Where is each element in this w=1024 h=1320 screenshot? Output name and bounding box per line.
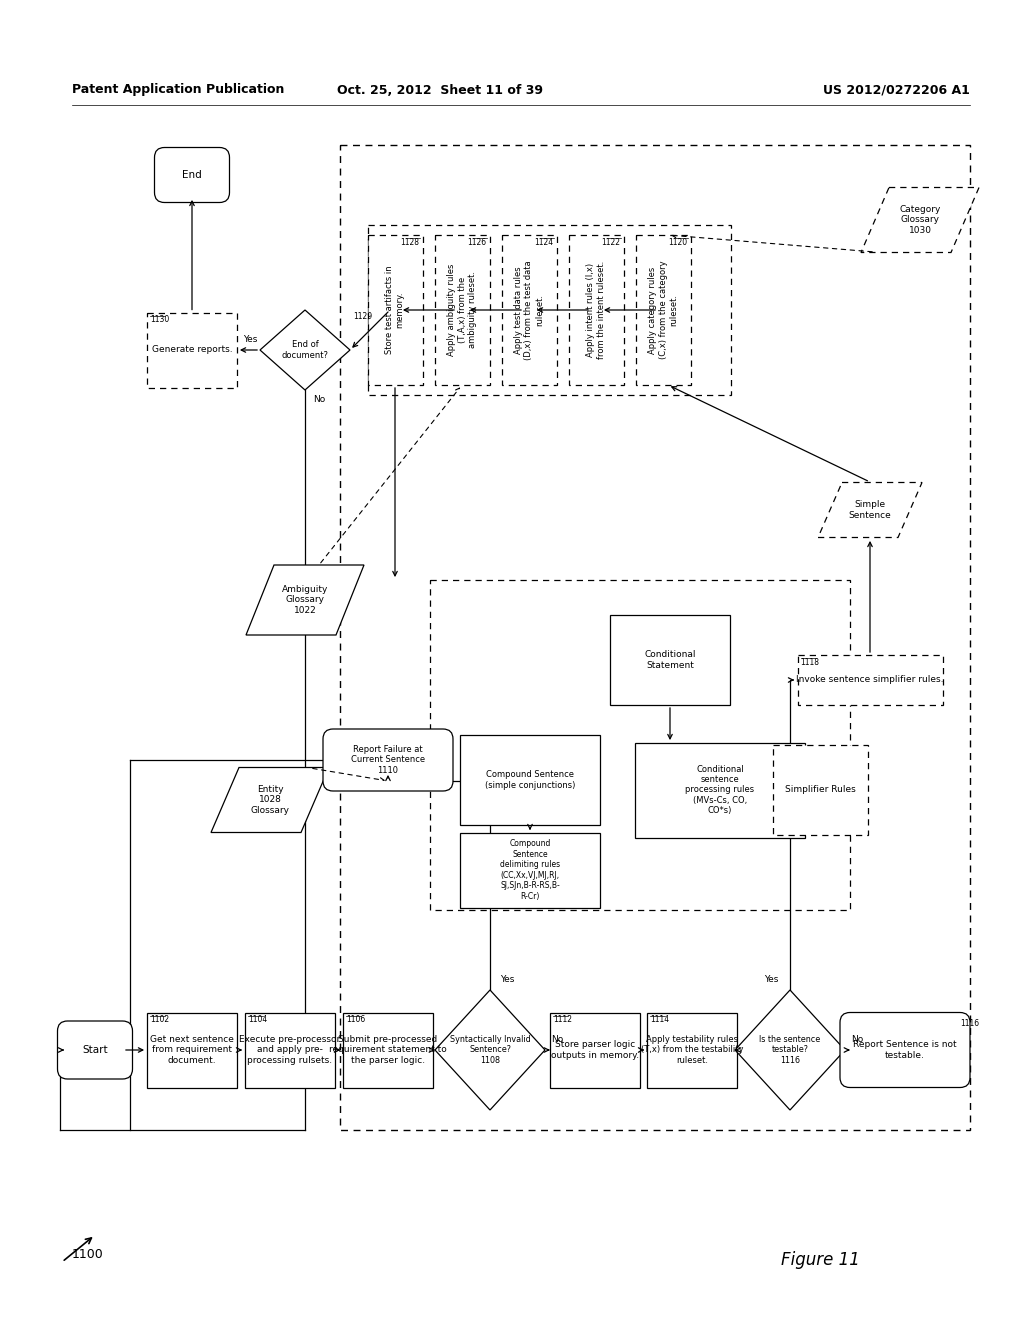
- Text: 1104: 1104: [248, 1015, 267, 1024]
- Text: Entity
1028
Glossary: Entity 1028 Glossary: [251, 785, 290, 814]
- Polygon shape: [211, 767, 329, 833]
- Text: Compound
Sentence
delimiting rules
(CC,Xx,VJ,MJ,RJ,
SJ,SJn,B-R-RS,B-
R-Cr): Compound Sentence delimiting rules (CC,X…: [500, 840, 560, 900]
- Bar: [610, 615, 730, 705]
- Bar: [343, 1012, 433, 1088]
- Text: Simplifier Rules: Simplifier Rules: [784, 785, 855, 795]
- Polygon shape: [735, 990, 845, 1110]
- Text: Invoke sentence simplifier rules.: Invoke sentence simplifier rules.: [797, 676, 944, 685]
- Text: Execute pre-processor
and apply pre-
processing rulsets.: Execute pre-processor and apply pre- pro…: [240, 1035, 341, 1065]
- Text: Conditional
Statement: Conditional Statement: [644, 651, 695, 669]
- Text: Start: Start: [82, 1045, 108, 1055]
- Text: Store test artifacts in
memory.: Store test artifacts in memory.: [385, 265, 404, 354]
- Text: Yes: Yes: [764, 975, 778, 985]
- Bar: [460, 735, 600, 825]
- FancyBboxPatch shape: [323, 729, 453, 791]
- Bar: [550, 1012, 640, 1088]
- Bar: [636, 235, 690, 385]
- Text: Is the sentence
testable?
1116: Is the sentence testable? 1116: [760, 1035, 820, 1065]
- Text: Apply testability rules
(T,x) from the testability
ruleset.: Apply testability rules (T,x) from the t…: [641, 1035, 743, 1065]
- Bar: [798, 655, 942, 705]
- Text: 1102: 1102: [150, 1015, 169, 1024]
- Bar: [245, 1012, 335, 1088]
- Polygon shape: [435, 990, 545, 1110]
- Bar: [460, 833, 600, 908]
- Bar: [147, 1012, 237, 1088]
- Text: Submit pre-processed
requirement statement to
the parser logic.: Submit pre-processed requirement stateme…: [329, 1035, 446, 1065]
- Text: 1114: 1114: [650, 1015, 669, 1024]
- Text: Compound Sentence
(simple conjunctions): Compound Sentence (simple conjunctions): [484, 771, 575, 789]
- Text: No: No: [851, 1035, 863, 1044]
- Text: Apply ambiguity rules
(T,A,x) from the
ambiguity ruleset.: Apply ambiguity rules (T,A,x) from the a…: [447, 264, 477, 356]
- Text: Category
Glossary
1030: Category Glossary 1030: [899, 205, 941, 235]
- Text: 1100: 1100: [72, 1249, 103, 1262]
- Text: 1130: 1130: [150, 315, 169, 325]
- Text: 1122: 1122: [601, 238, 621, 247]
- Bar: [430, 579, 850, 909]
- Text: 1120: 1120: [669, 238, 687, 247]
- Polygon shape: [861, 187, 979, 252]
- Text: 1129: 1129: [353, 312, 372, 321]
- Bar: [772, 744, 867, 836]
- Bar: [340, 145, 970, 1130]
- Text: Get next sentence
from requirement
document.: Get next sentence from requirement docum…: [151, 1035, 233, 1065]
- Text: Patent Application Publication: Patent Application Publication: [72, 83, 285, 96]
- Text: Simple
Sentence: Simple Sentence: [849, 500, 891, 520]
- Text: Oct. 25, 2012  Sheet 11 of 39: Oct. 25, 2012 Sheet 11 of 39: [337, 83, 543, 96]
- Bar: [434, 235, 489, 385]
- Text: 1116: 1116: [961, 1019, 979, 1027]
- FancyBboxPatch shape: [840, 1012, 970, 1088]
- Text: Yes: Yes: [500, 975, 514, 985]
- Bar: [368, 235, 423, 385]
- Polygon shape: [246, 565, 364, 635]
- Text: No: No: [313, 396, 326, 404]
- Text: 1106: 1106: [346, 1015, 366, 1024]
- Text: Apply category rules
(C,x) from the category
ruleset.: Apply category rules (C,x) from the cate…: [648, 260, 678, 359]
- Text: Report Sentence is not
testable.: Report Sentence is not testable.: [853, 1040, 956, 1060]
- Text: 1126: 1126: [467, 238, 486, 247]
- Text: Store parser logic
outputs in memory.: Store parser logic outputs in memory.: [551, 1040, 639, 1060]
- Bar: [368, 224, 730, 395]
- Text: Conditional
sentence
processing rules
(MVs-Cs, CO,
CO*s): Conditional sentence processing rules (M…: [685, 764, 755, 816]
- Text: 1124: 1124: [535, 238, 554, 247]
- FancyBboxPatch shape: [155, 148, 229, 202]
- Text: Generate reports.: Generate reports.: [152, 346, 232, 355]
- Text: Yes: Yes: [243, 335, 257, 345]
- Text: End of
document?: End of document?: [282, 341, 329, 360]
- Text: Apply intent rules (I,x)
from the intent ruleset.: Apply intent rules (I,x) from the intent…: [587, 261, 606, 359]
- Text: Ambiguity
Glossary
1022: Ambiguity Glossary 1022: [282, 585, 328, 615]
- Polygon shape: [818, 483, 922, 537]
- Text: 1118: 1118: [801, 657, 819, 667]
- Bar: [635, 742, 805, 837]
- Bar: [147, 313, 237, 388]
- Text: Report Failure at
Current Sentence
1110: Report Failure at Current Sentence 1110: [351, 744, 425, 775]
- Text: 1128: 1128: [400, 238, 420, 247]
- Text: US 2012/0272206 A1: US 2012/0272206 A1: [823, 83, 970, 96]
- Text: Syntactically Invalid
Sentence?
1108: Syntactically Invalid Sentence? 1108: [450, 1035, 530, 1065]
- Bar: [502, 235, 556, 385]
- Polygon shape: [260, 310, 350, 389]
- Bar: [647, 1012, 737, 1088]
- Text: Figure 11: Figure 11: [780, 1251, 859, 1269]
- Text: No: No: [551, 1035, 563, 1044]
- Bar: [568, 235, 624, 385]
- Text: End: End: [182, 170, 202, 180]
- Text: Apply test data rules
(D,x) from the test data
ruleset.: Apply test data rules (D,x) from the tes…: [514, 260, 544, 360]
- FancyBboxPatch shape: [57, 1020, 132, 1078]
- Text: 1112: 1112: [553, 1015, 572, 1024]
